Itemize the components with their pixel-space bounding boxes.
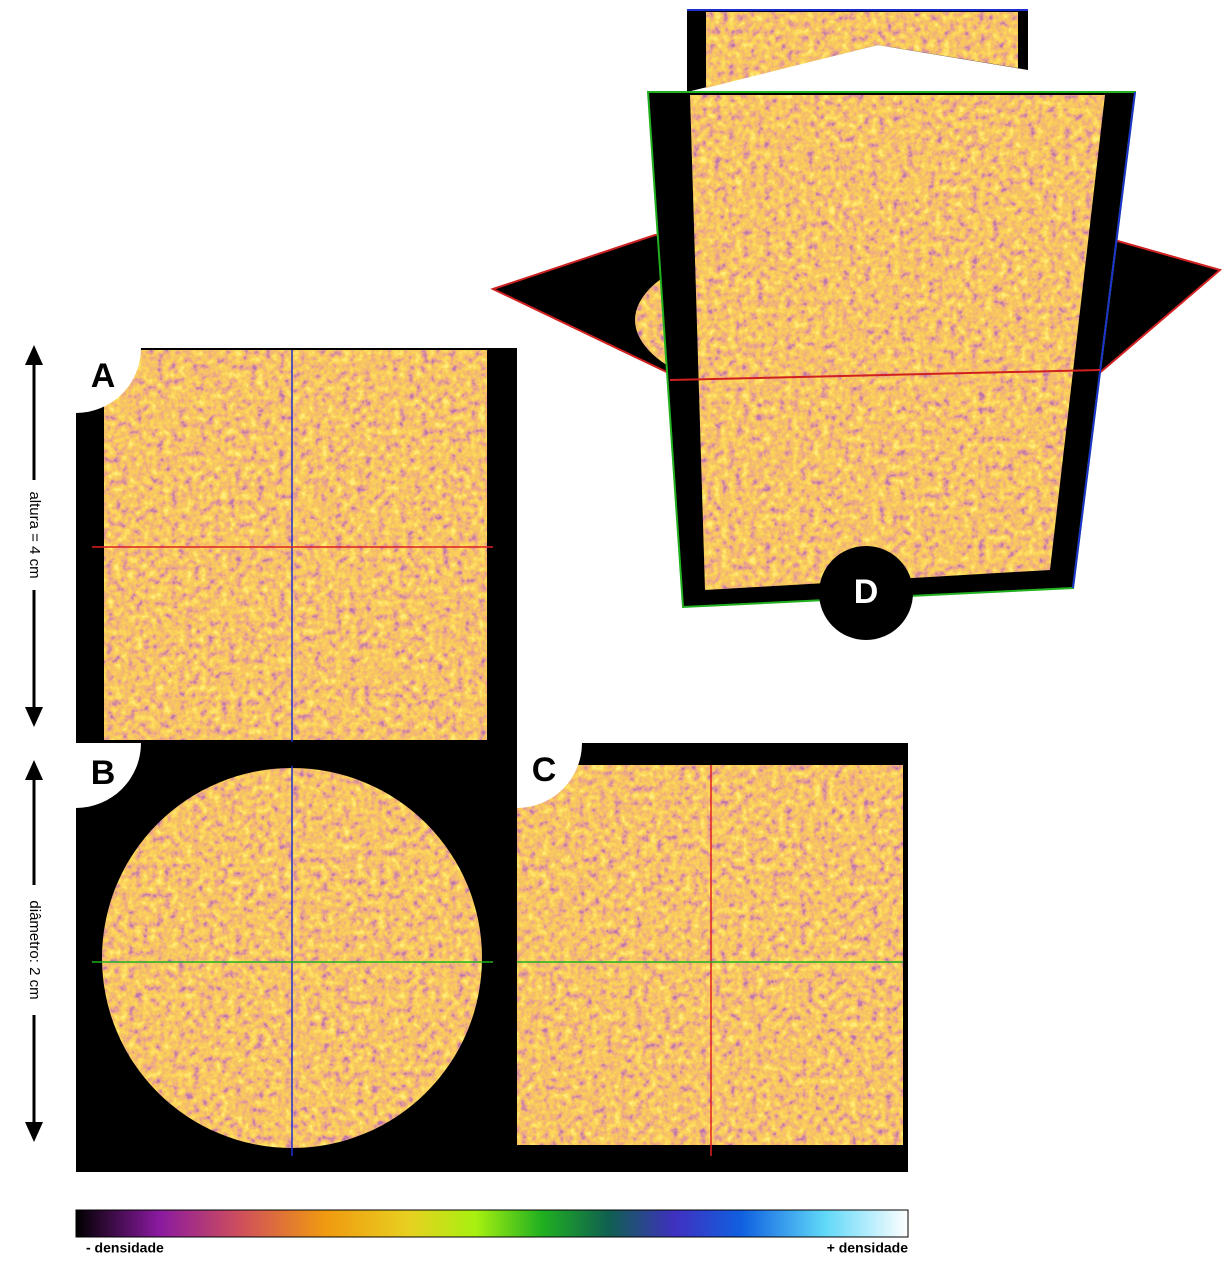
- dimension-label: altura = 4 cm: [26, 491, 43, 578]
- arrow-head: [25, 707, 43, 727]
- arrow-head: [25, 1122, 43, 1142]
- panel-a: A: [76, 348, 517, 743]
- colorbar: - densidade + densidade: [76, 1210, 908, 1255]
- slice: [517, 765, 903, 1145]
- dimension-label: diâmetro: 2 cm: [26, 900, 43, 999]
- figure: D A B C altura = 4 cm: [0, 0, 1223, 1261]
- panel-b: B: [76, 743, 517, 1172]
- back-plane-texture: [706, 12, 1018, 88]
- panel-3d: D: [493, 10, 1220, 640]
- colorbar-gradient: [76, 1210, 908, 1237]
- colorbar-low: - densidade: [86, 1239, 164, 1255]
- panel-c: C: [517, 743, 908, 1172]
- arrow-head: [25, 760, 43, 780]
- panel-label: D: [854, 573, 879, 611]
- arrow-head: [25, 345, 43, 365]
- panel-label: A: [91, 357, 116, 395]
- vertical-slice: [690, 95, 1105, 590]
- dimension-height: altura = 4 cm: [24, 345, 44, 727]
- slice: [104, 350, 487, 740]
- colorbar-high: + densidade: [827, 1239, 909, 1255]
- panel-label: C: [532, 751, 557, 789]
- panel-label: B: [91, 754, 116, 792]
- dimension-diameter: diâmetro: 2 cm: [24, 760, 44, 1142]
